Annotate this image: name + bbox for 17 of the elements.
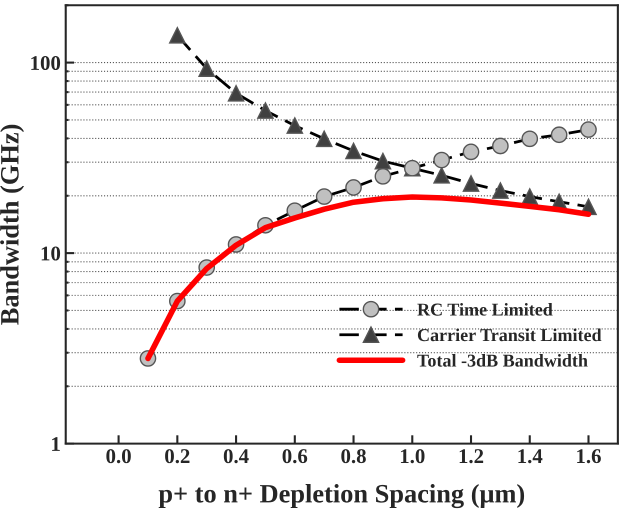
legend-label: RC Time Limited: [417, 302, 553, 316]
x-axis-title: p+ to n+ Depletion Spacing (μm): [158, 484, 524, 508]
legend-label: Carrier Transit Limited: [418, 328, 602, 342]
legend-label: Total -3dB Bandwidth: [417, 354, 588, 367]
y-tick-label: 100: [31, 56, 60, 70]
x-tick-label: 1.6: [577, 449, 601, 464]
y-tick-label: 10: [42, 246, 60, 261]
x-tick-label: 0.6: [282, 449, 308, 464]
x-tick-label: 0.8: [341, 449, 366, 464]
y-tick-label: 1: [52, 437, 60, 451]
x-tick-label: 0.0: [106, 449, 131, 464]
x-tick-label: 1.2: [460, 449, 484, 464]
y-axis-title: Bandwidth (GHz): [0, 124, 24, 325]
x-tick-label: 0.4: [224, 449, 249, 464]
x-tick-label: 0.2: [165, 449, 190, 464]
x-tick-label: 1.0: [400, 449, 425, 464]
x-tick-label: 1.4: [518, 449, 542, 464]
